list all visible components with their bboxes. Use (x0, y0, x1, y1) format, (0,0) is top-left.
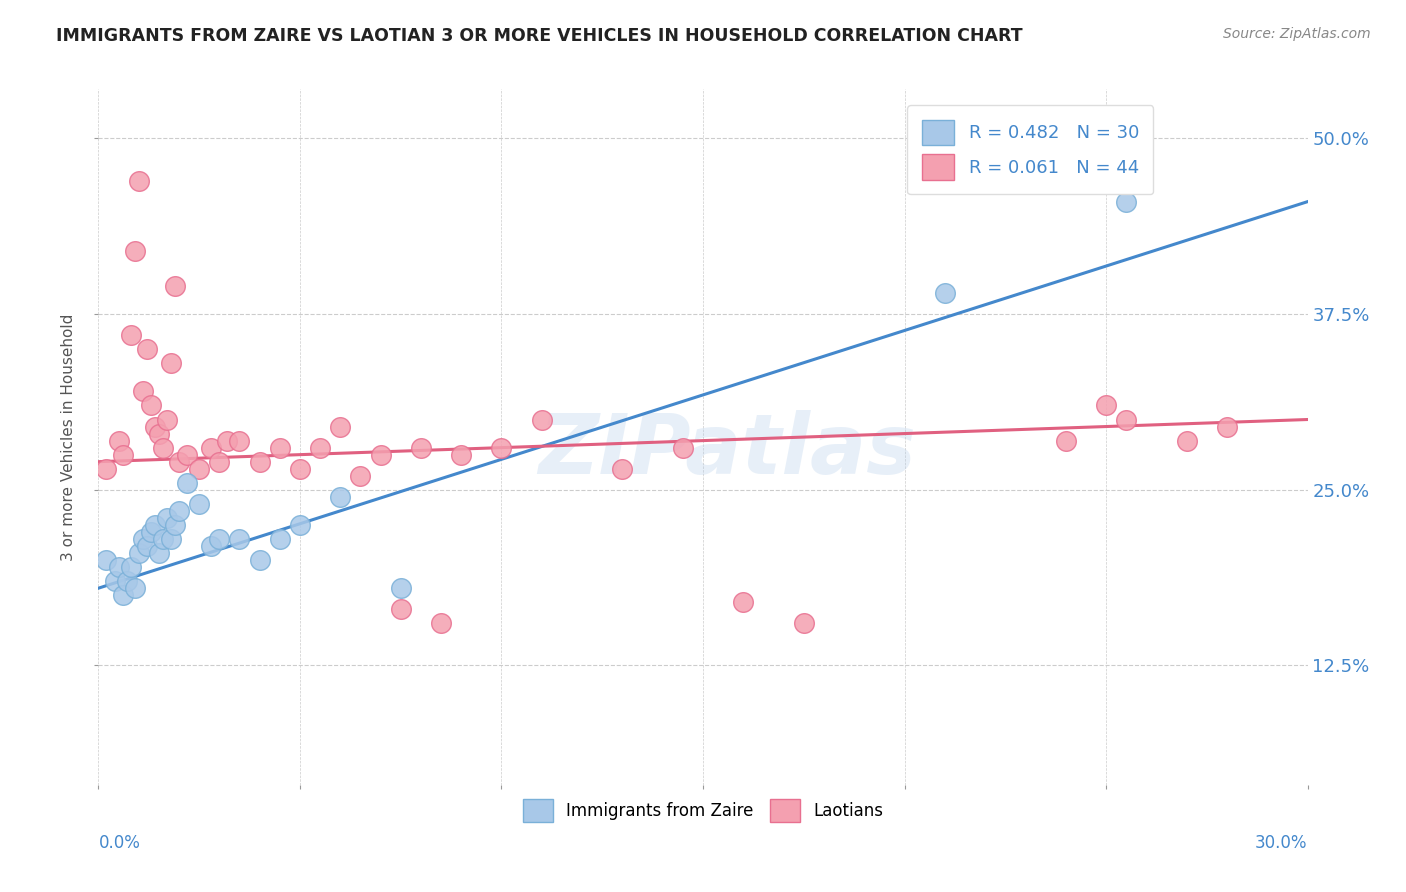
Point (163, 517, 186, 532)
Point (107, 434, 129, 448)
Point (111, 448, 134, 462)
Point (370, 448, 392, 462)
Point (228, 434, 250, 448)
Point (450, 448, 472, 462)
Text: ZIPatlas: ZIPatlas (538, 410, 917, 491)
Point (103, 574, 125, 589)
Point (1216, 419, 1239, 434)
Point (111, 588, 134, 602)
Point (107, 560, 129, 574)
Point (152, 441, 174, 455)
Point (491, 441, 513, 455)
Point (389, 602, 412, 616)
Point (1054, 434, 1077, 448)
Point (1115, 412, 1137, 426)
Point (200, 441, 222, 455)
Point (208, 455, 231, 469)
Point (143, 419, 166, 434)
Point (288, 517, 311, 532)
Point (1115, 194, 1137, 209)
Point (143, 517, 166, 532)
Point (148, 546, 170, 560)
Point (208, 532, 231, 546)
Legend: Immigrants from Zaire, Laotians: Immigrants from Zaire, Laotians (516, 792, 890, 829)
Point (269, 441, 291, 455)
Point (188, 461, 211, 475)
Text: 30.0%: 30.0% (1256, 834, 1308, 852)
Point (329, 490, 352, 504)
Point (148, 426, 170, 441)
Point (132, 384, 155, 399)
Point (128, 546, 150, 560)
Point (329, 419, 352, 434)
Point (430, 616, 453, 631)
Point (135, 343, 157, 357)
Point (156, 511, 179, 525)
Point (135, 539, 157, 553)
Point (96, 461, 118, 475)
Point (200, 539, 222, 553)
Point (309, 441, 332, 455)
Point (733, 595, 755, 609)
Point (288, 461, 311, 475)
Point (793, 616, 815, 631)
Point (612, 461, 634, 475)
Point (96, 553, 118, 567)
Point (160, 356, 183, 370)
Point (269, 532, 291, 546)
Point (228, 532, 250, 546)
Point (120, 328, 142, 343)
Y-axis label: 3 or more Vehicles in Household: 3 or more Vehicles in Household (60, 313, 76, 561)
Point (132, 532, 155, 546)
Point (1095, 399, 1118, 413)
Text: 0.0%: 0.0% (98, 834, 141, 852)
Point (152, 532, 174, 546)
Point (409, 441, 432, 455)
Point (163, 279, 186, 293)
Point (128, 173, 150, 187)
Text: Source: ZipAtlas.com: Source: ZipAtlas.com (1223, 27, 1371, 41)
Point (934, 285, 956, 300)
Point (530, 412, 553, 426)
Point (176, 475, 198, 490)
Point (124, 581, 146, 595)
Point (124, 244, 146, 258)
Point (249, 455, 271, 469)
Point (249, 553, 271, 567)
Point (120, 560, 142, 574)
Point (672, 441, 695, 455)
Point (349, 468, 371, 483)
Point (139, 524, 162, 539)
Point (115, 574, 138, 589)
Point (188, 497, 211, 511)
Point (217, 434, 239, 448)
Text: IMMIGRANTS FROM ZAIRE VS LAOTIAN 3 OR MORE VEHICLES IN HOUSEHOLD CORRELATION CHA: IMMIGRANTS FROM ZAIRE VS LAOTIAN 3 OR MO… (56, 27, 1024, 45)
Point (176, 448, 198, 462)
Point (156, 412, 179, 426)
Point (389, 581, 412, 595)
Point (167, 455, 190, 469)
Point (139, 399, 162, 413)
Point (160, 532, 183, 546)
Point (167, 504, 190, 518)
Point (1175, 434, 1198, 448)
